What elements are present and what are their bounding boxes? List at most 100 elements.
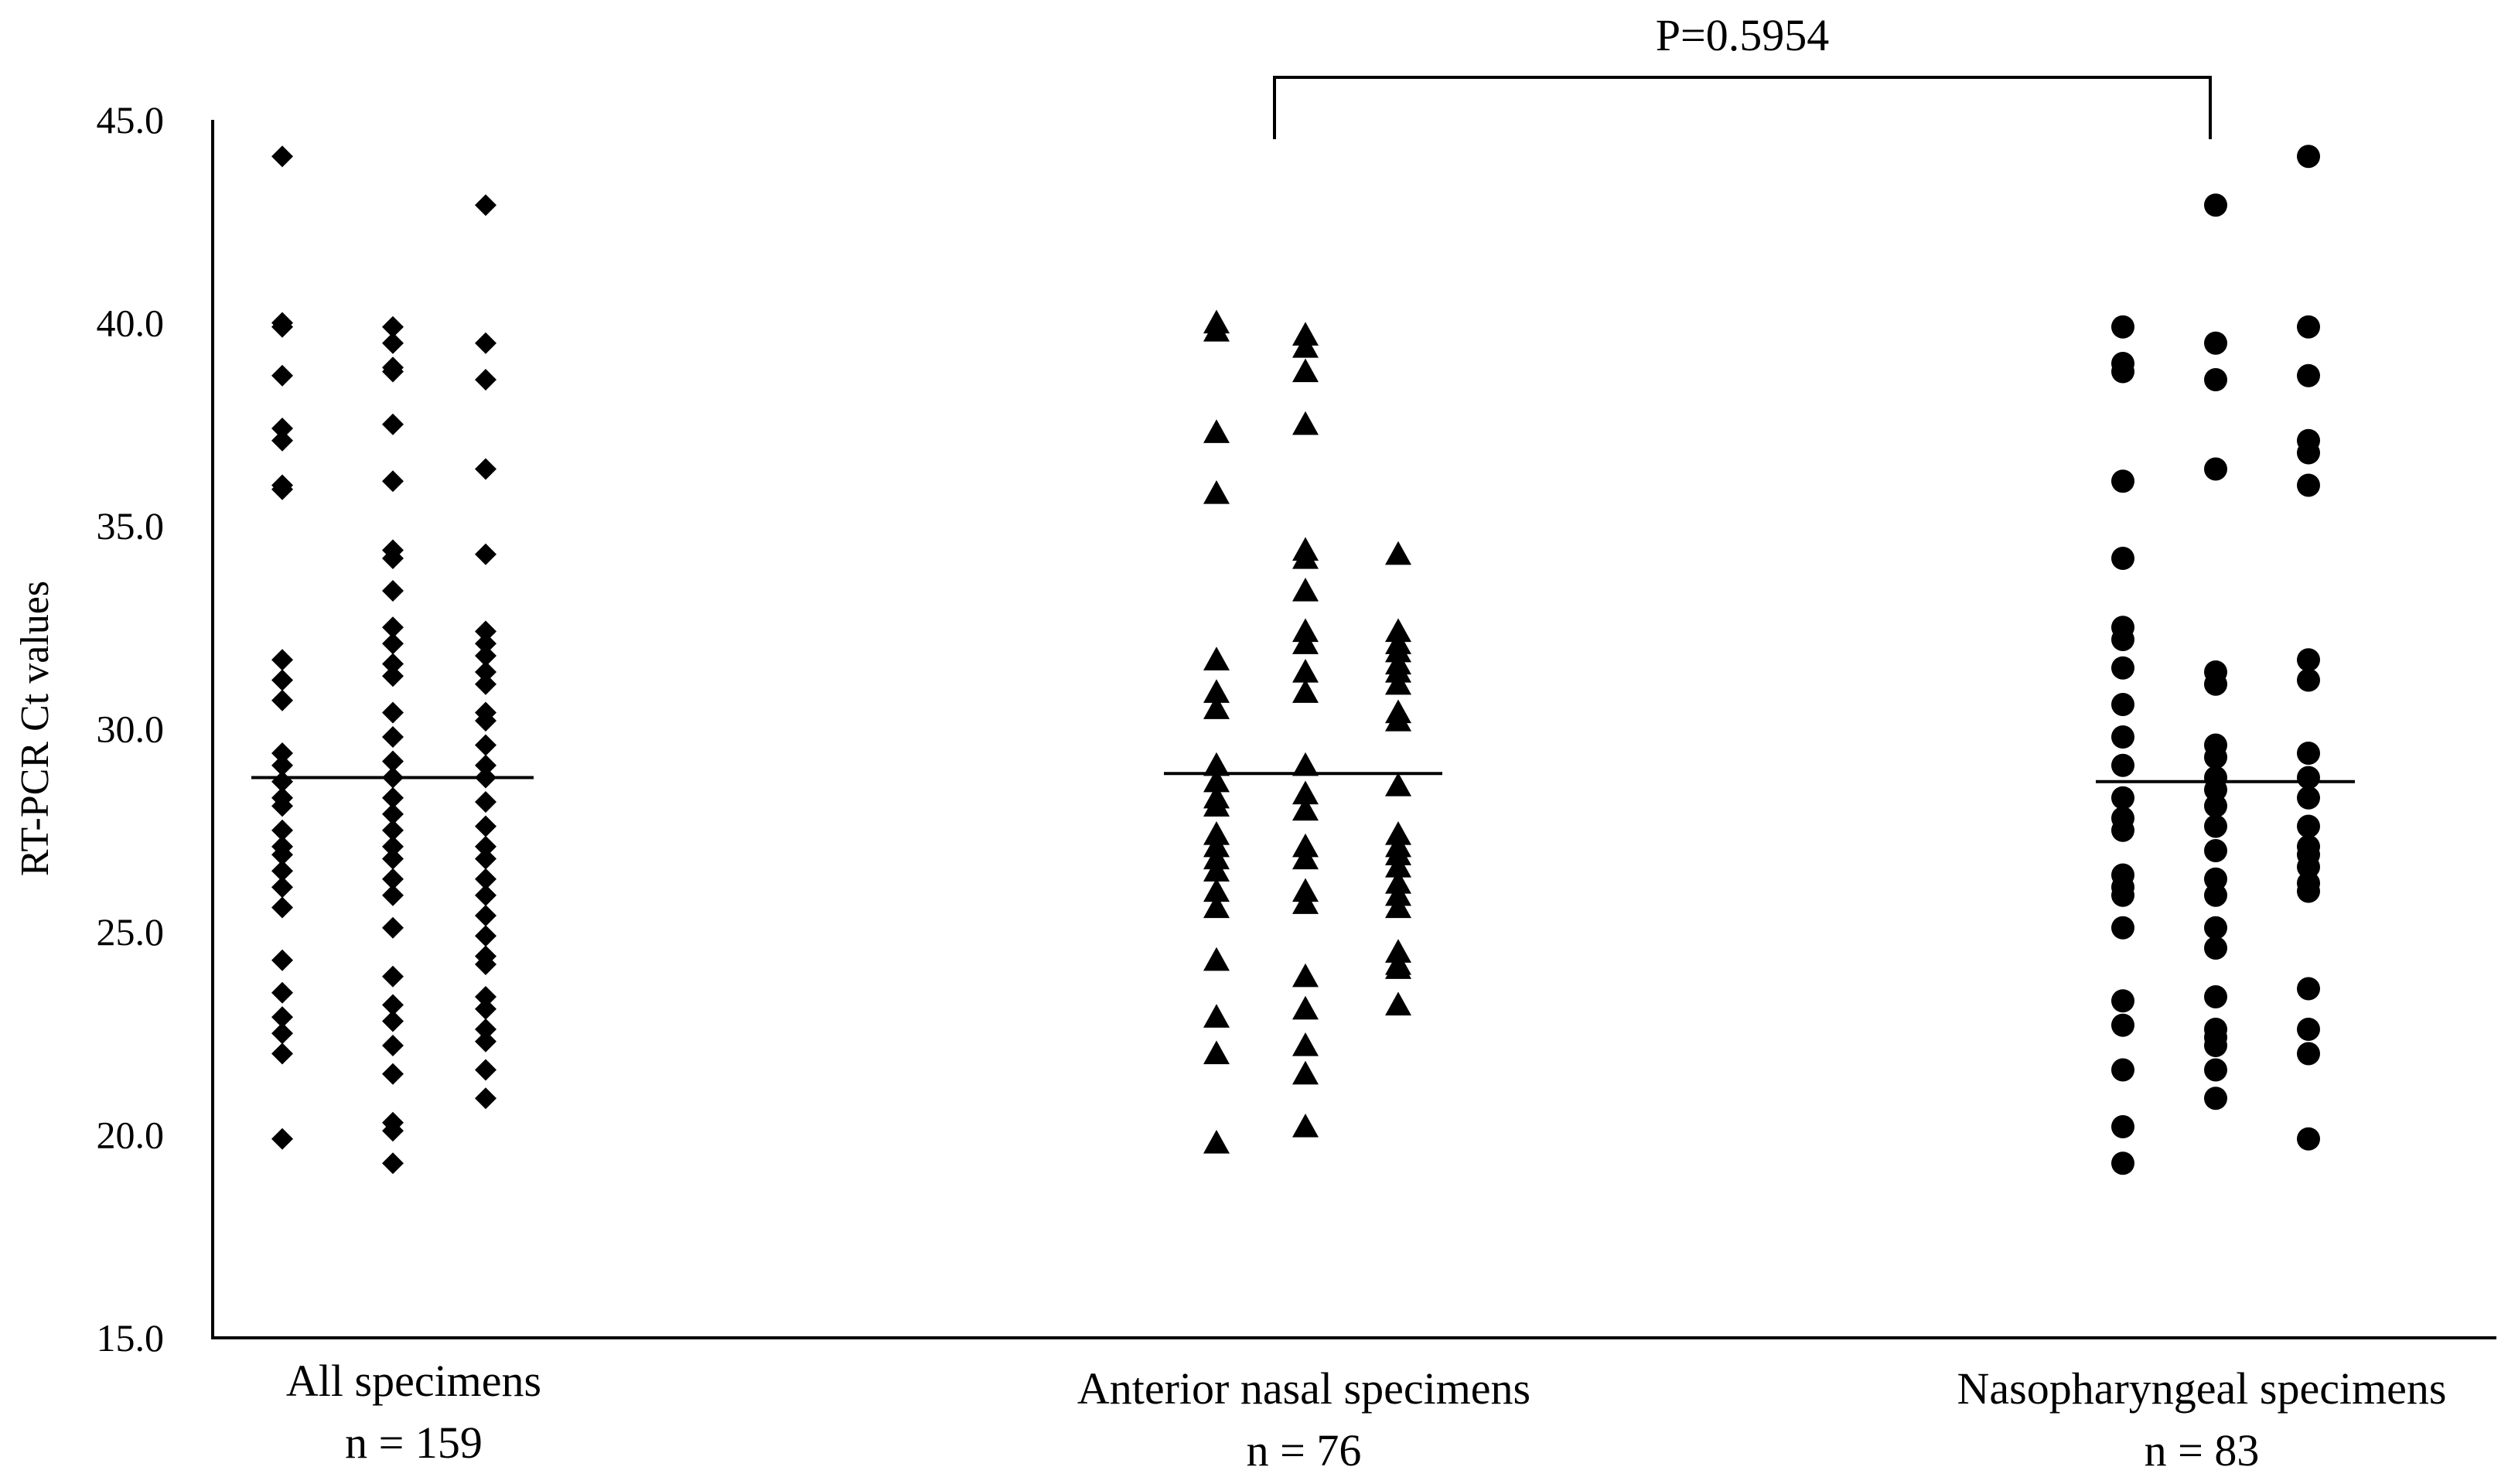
circle-point — [2297, 977, 2320, 1001]
circle-point — [2297, 363, 2320, 387]
circle-point — [2204, 1087, 2227, 1110]
triangle-point — [1203, 821, 1230, 845]
triangle-point — [1385, 882, 1411, 906]
triangle-point — [1385, 618, 1411, 643]
diamond-point — [271, 1006, 293, 1029]
diamond-point — [475, 848, 496, 870]
triangle-point — [1292, 659, 1319, 683]
circle-point — [2204, 867, 2227, 891]
diamond-point — [382, 360, 404, 383]
diamond-point — [475, 986, 496, 1008]
diamond-point — [475, 954, 496, 975]
triangle-point — [1292, 878, 1319, 902]
triangle-point — [1203, 878, 1230, 902]
circle-point — [2111, 1058, 2134, 1082]
diamond-point — [475, 766, 496, 789]
diamond-point — [382, 316, 404, 338]
diamond-point — [382, 1120, 404, 1142]
triangle-point — [1292, 845, 1319, 870]
diamond-point — [382, 470, 404, 493]
circle-point — [2111, 628, 2134, 651]
circle-point — [2297, 814, 2320, 838]
diamond-point — [271, 876, 293, 899]
triangle-point — [1203, 1040, 1230, 1065]
triangle-point — [1292, 833, 1319, 858]
diamond-point — [475, 1018, 496, 1040]
diamond-point — [271, 649, 293, 671]
triangle-point — [1385, 841, 1411, 865]
diamond-point — [475, 754, 496, 776]
y-tick-label: 15.0 — [97, 1316, 165, 1359]
diamond-point — [382, 580, 404, 602]
circle-point — [2111, 1013, 2134, 1037]
triangle-point — [1292, 890, 1319, 914]
triangle-point — [1203, 480, 1230, 504]
triangle-point — [1385, 638, 1411, 663]
diamond-point — [382, 1063, 404, 1085]
diamond-point — [382, 965, 404, 988]
triangle-point — [1292, 545, 1319, 569]
y-tick-label: 20.0 — [97, 1114, 165, 1157]
diamond-point — [271, 742, 293, 764]
diamond-point — [475, 925, 496, 947]
circle-point — [2111, 753, 2134, 777]
diamond-point — [475, 673, 496, 695]
y-tick-label: 40.0 — [97, 302, 165, 345]
triangle-point — [1292, 1060, 1319, 1085]
diamond-point — [382, 665, 404, 687]
y-tick-labels: 15.0 20.0 25.0 30.0 35.0 40.0 45.0 — [97, 98, 165, 1359]
diamond-point — [382, 726, 404, 748]
triangle-point — [1203, 947, 1230, 971]
y-tick-label: 30.0 — [97, 708, 165, 751]
diamond-point — [475, 1059, 496, 1081]
triangle-point — [1292, 358, 1319, 383]
diamond-point — [271, 860, 293, 882]
circle-point — [2204, 794, 2227, 818]
triangle-point — [1203, 695, 1230, 719]
circle-point — [2111, 1151, 2134, 1175]
circle-point — [2297, 879, 2320, 903]
diamond-point — [475, 633, 496, 655]
circle-point — [2297, 1018, 2320, 1041]
triangle-point — [1385, 870, 1411, 894]
triangle-point — [1292, 630, 1319, 654]
diamond-point — [271, 981, 293, 1004]
diamond-point — [271, 418, 293, 439]
circle-point — [2111, 883, 2134, 907]
triangle-point — [1292, 322, 1319, 346]
diamond-point — [382, 750, 404, 773]
circle-point — [2111, 818, 2134, 842]
circle-point — [2111, 469, 2134, 493]
diamond-point — [475, 543, 496, 565]
triangle-point — [1385, 894, 1411, 919]
circle-point — [2297, 766, 2320, 790]
diamond-point — [475, 458, 496, 480]
data-points — [271, 145, 2320, 1175]
triangle-point — [1203, 646, 1230, 670]
diamond-point — [382, 803, 404, 825]
triangle-point — [1292, 797, 1319, 821]
diamond-point — [382, 819, 404, 841]
diamond-point — [382, 994, 404, 1016]
diamond-point — [475, 835, 496, 858]
circle-point — [2297, 315, 2320, 339]
circle-point — [2297, 1042, 2320, 1066]
category-n-all: n = 159 — [345, 1417, 483, 1468]
triangle-point — [1385, 821, 1411, 845]
diamond-point — [475, 332, 496, 354]
diamond-point — [475, 645, 496, 667]
circle-point — [2204, 193, 2227, 217]
circle-point — [2111, 1115, 2134, 1138]
diamond-point — [475, 815, 496, 838]
triangle-point — [1292, 1114, 1319, 1138]
diamond-point — [382, 653, 404, 675]
diamond-point — [271, 896, 293, 919]
circle-point — [2204, 1058, 2227, 1082]
circle-point — [2111, 360, 2134, 384]
diamond-point — [475, 1030, 496, 1052]
category-label-anterior-nasal: Anterior nasal specimens — [1077, 1363, 1530, 1414]
diamond-point — [271, 844, 293, 866]
circle-point — [2111, 547, 2134, 570]
circle-point — [2204, 814, 2227, 838]
